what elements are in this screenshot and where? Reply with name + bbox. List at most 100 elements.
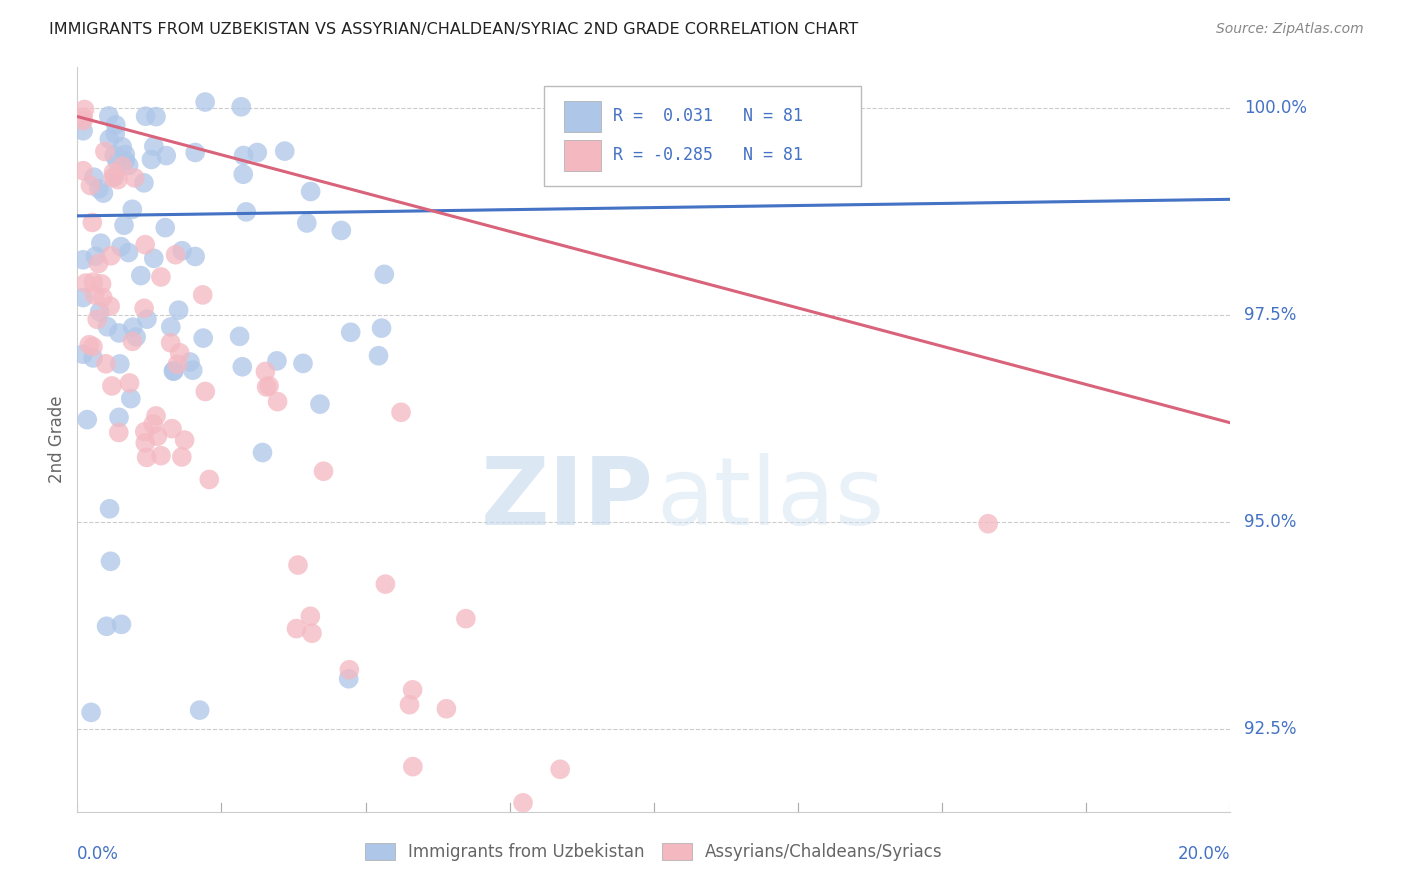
Point <box>82 215 104 229</box>
Point <box>145 110 167 124</box>
Point <box>287 558 309 572</box>
Point <box>155 148 177 162</box>
Point <box>134 425 156 439</box>
Point <box>402 759 425 773</box>
Point <box>165 248 187 262</box>
Point <box>401 682 423 697</box>
Point <box>72 347 94 361</box>
Point <box>98 132 121 146</box>
Point <box>231 100 253 114</box>
Text: 100.0%: 100.0% <box>1244 99 1308 117</box>
Point <box>301 626 323 640</box>
Point <box>136 312 159 326</box>
Text: IMMIGRANTS FROM UZBEKISTAN VS ASSYRIAN/CHALDEAN/SYRIAC 2ND GRADE CORRELATION CHA: IMMIGRANTS FROM UZBEKISTAN VS ASSYRIAN/C… <box>49 22 859 37</box>
Point <box>231 359 253 374</box>
Point <box>77 337 100 351</box>
Text: Source: ZipAtlas.com: Source: ZipAtlas.com <box>1216 22 1364 37</box>
Point <box>114 153 136 168</box>
Point <box>235 205 257 219</box>
Text: 0.0%: 0.0% <box>77 846 120 863</box>
Point <box>75 276 97 290</box>
Point <box>170 450 193 464</box>
Point <box>118 376 141 390</box>
Point <box>194 95 217 109</box>
Point <box>135 109 157 123</box>
Point <box>124 170 146 185</box>
Point <box>98 299 121 313</box>
Point <box>464 854 486 868</box>
Point <box>145 409 167 423</box>
Point <box>454 612 477 626</box>
Point <box>108 357 131 371</box>
Point <box>104 127 127 141</box>
Point <box>111 159 134 173</box>
Point <box>84 249 107 263</box>
Point <box>100 554 122 568</box>
Point <box>86 312 108 326</box>
Point <box>100 249 122 263</box>
Point <box>367 349 389 363</box>
Point <box>150 449 173 463</box>
Point <box>101 379 124 393</box>
Y-axis label: 2nd Grade: 2nd Grade <box>48 395 66 483</box>
Point <box>228 329 250 343</box>
Point <box>108 410 131 425</box>
Point <box>398 698 420 712</box>
Point <box>337 663 360 677</box>
Point <box>129 268 152 283</box>
Point <box>312 464 335 478</box>
Point <box>155 220 177 235</box>
Point <box>104 118 127 132</box>
Point <box>107 172 129 186</box>
Point <box>167 303 190 318</box>
Point <box>73 103 96 117</box>
Legend: Immigrants from Uzbekistan, Assyrians/Chaldeans/Syriacs: Immigrants from Uzbekistan, Assyrians/Ch… <box>359 836 949 868</box>
Point <box>132 301 155 316</box>
Point <box>117 158 139 172</box>
Point <box>93 186 115 200</box>
Point <box>246 145 269 160</box>
Text: R = -0.285   N = 81: R = -0.285 N = 81 <box>613 145 803 164</box>
Point <box>111 140 134 154</box>
Point <box>97 109 120 123</box>
Point <box>142 417 165 431</box>
Point <box>149 269 172 284</box>
Point <box>121 334 143 349</box>
Point <box>616 837 638 851</box>
Point <box>512 796 534 810</box>
Point <box>337 672 360 686</box>
Point <box>90 277 112 291</box>
Point <box>188 703 211 717</box>
Point <box>389 405 412 419</box>
Point <box>117 245 139 260</box>
Point <box>295 216 318 230</box>
Point <box>146 429 169 443</box>
Point <box>72 291 94 305</box>
Point <box>87 182 110 196</box>
Point <box>434 702 457 716</box>
Point <box>291 356 314 370</box>
Point <box>159 320 181 334</box>
Point <box>94 357 117 371</box>
Point <box>72 163 94 178</box>
Point <box>166 357 188 371</box>
Point <box>107 425 129 440</box>
Point <box>179 355 201 369</box>
Point <box>121 202 143 217</box>
Text: R =  0.031   N = 81: R = 0.031 N = 81 <box>613 107 803 125</box>
Point <box>114 147 136 161</box>
Point <box>479 859 502 873</box>
Point <box>110 617 132 632</box>
Point <box>83 288 105 302</box>
Bar <box>564 140 600 171</box>
Point <box>132 176 155 190</box>
Point <box>105 154 128 169</box>
Point <box>72 252 94 267</box>
Point <box>170 244 193 258</box>
Point <box>299 185 322 199</box>
Point <box>523 818 546 832</box>
Point <box>98 501 121 516</box>
Point <box>370 321 392 335</box>
FancyBboxPatch shape <box>544 86 862 186</box>
Point <box>103 169 125 184</box>
